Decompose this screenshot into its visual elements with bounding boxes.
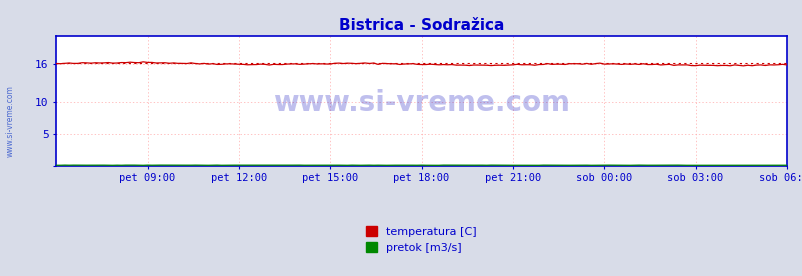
Text: www.si-vreme.com: www.si-vreme.com xyxy=(273,89,569,117)
Legend: temperatura [C], pretok [m3/s]: temperatura [C], pretok [m3/s] xyxy=(362,222,480,257)
Title: Bistrica - Sodražica: Bistrica - Sodražica xyxy=(338,18,504,33)
Text: www.si-vreme.com: www.si-vreme.com xyxy=(6,86,15,157)
